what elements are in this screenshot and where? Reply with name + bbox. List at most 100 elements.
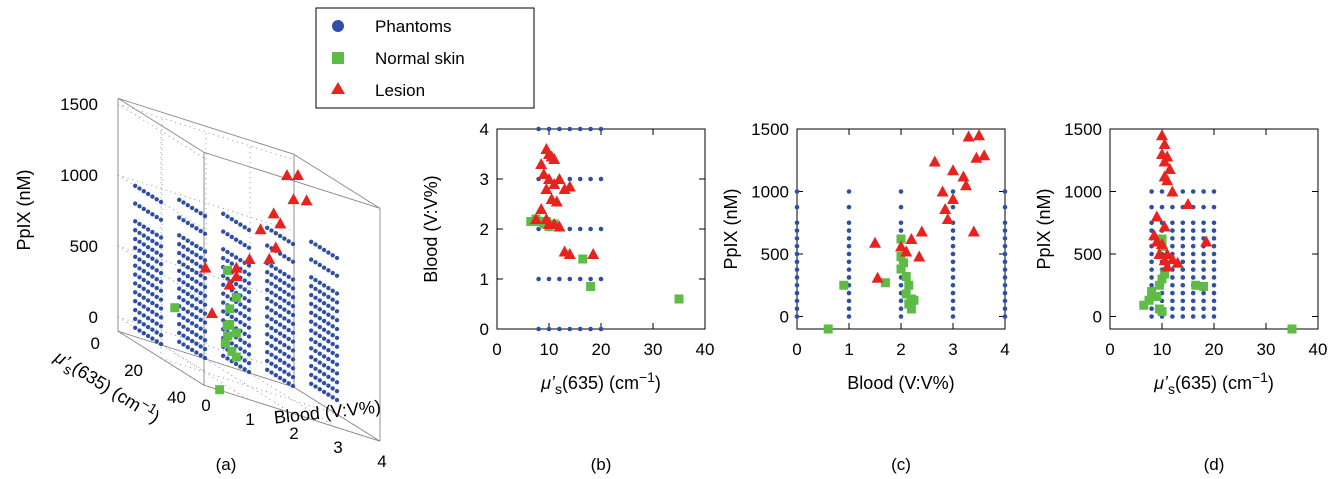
data-point-phantom	[1002, 282, 1008, 288]
data-point-phantom	[194, 332, 199, 338]
data-point-phantom	[950, 306, 956, 311]
data-point-phantom	[225, 214, 230, 219]
data-point-lesion	[1156, 129, 1168, 141]
data-point-phantom	[321, 247, 327, 253]
data-point-phantom	[158, 288, 164, 293]
data-point-phantom	[246, 307, 252, 313]
data-point-phantom	[286, 292, 291, 297]
data-point-phantom	[950, 275, 956, 280]
data-point-phantom	[277, 269, 283, 274]
data-point-phantom	[950, 251, 956, 257]
data-point-phantom	[277, 349, 283, 354]
data-point-normal-skin	[1147, 287, 1157, 296]
data-point-phantom	[202, 329, 208, 334]
data-point-phantom	[1149, 267, 1154, 272]
data-point-phantom	[1180, 306, 1186, 311]
data-point-phantom	[794, 251, 800, 257]
data-point-phantom	[233, 361, 239, 367]
data-point-phantom	[145, 307, 151, 312]
data-point-phantom	[898, 298, 904, 304]
data-point-phantom	[1201, 290, 1206, 296]
x-tick-label: 1	[844, 340, 853, 359]
data-point-lesion	[1163, 163, 1176, 174]
data-point-phantom	[286, 301, 291, 306]
data-point-phantom	[317, 369, 322, 374]
data-point-phantom	[290, 286, 296, 291]
data-point-phantom	[221, 247, 226, 252]
data-point-phantom	[330, 368, 335, 373]
data-point-lesion	[263, 252, 276, 264]
data-point-phantom	[273, 275, 278, 280]
data-point-phantom	[321, 292, 327, 297]
data-point-phantom	[246, 245, 252, 250]
box-edge	[117, 330, 205, 386]
data-point-phantom	[1149, 275, 1154, 280]
x-tick-label: 0	[492, 340, 501, 359]
data-point-phantom	[238, 222, 243, 227]
data-point-phantom	[189, 205, 195, 211]
data-point-phantom	[185, 309, 190, 314]
data-point-phantom	[137, 328, 142, 333]
data-point-phantom	[154, 303, 159, 308]
data-point-phantom	[313, 322, 318, 327]
data-point-lesion	[941, 213, 954, 224]
data-point-phantom	[1002, 243, 1008, 249]
data-point-phantom	[273, 337, 278, 342]
data-point-phantom	[286, 372, 291, 377]
data-point-phantom	[189, 294, 195, 299]
panel-c-scatter: 0 1 2 3 4 0 500 1000 1500 Blood (V:V%) PpIX (nM) (c…	[721, 120, 1010, 474]
data-point-phantom	[145, 209, 151, 214]
data-point-lesion	[291, 169, 304, 180]
data-point-lesion	[543, 173, 555, 184]
data-point-phantom	[233, 219, 239, 225]
data-point-phantom	[846, 251, 852, 257]
data-point-lesion	[967, 225, 980, 237]
data-point-phantom	[309, 292, 314, 298]
data-point-phantom	[158, 253, 164, 258]
data-point-normal-skin	[904, 299, 914, 309]
data-point-phantom	[150, 229, 155, 235]
data-point-phantom	[1201, 204, 1206, 210]
data-point-normal-skin	[1157, 274, 1167, 284]
data-point-phantom	[265, 225, 270, 230]
panel-label: (c)	[891, 455, 911, 474]
data-point-phantom	[950, 189, 956, 194]
data-point-phantom	[269, 272, 274, 278]
data-point-phantom	[265, 296, 270, 301]
data-point-phantom	[277, 375, 283, 381]
data-point-phantom	[141, 331, 146, 336]
data-point-phantom	[1211, 306, 1217, 311]
data-point-phantom	[194, 314, 199, 320]
data-point-phantom	[133, 325, 138, 330]
data-point-phantom	[233, 308, 239, 313]
data-point-normal-skin	[526, 217, 536, 226]
data-point-phantom	[265, 323, 270, 328]
data-point-phantom	[1180, 282, 1186, 288]
data-point-phantom	[286, 239, 291, 244]
data-point-phantom	[326, 268, 331, 273]
data-point-phantom	[141, 295, 146, 300]
data-point-normal-skin	[1191, 280, 1201, 290]
data-point-phantom	[265, 278, 270, 284]
data-point-phantom	[133, 201, 138, 206]
data-point-phantom	[133, 298, 138, 304]
data-point-phantom	[286, 354, 291, 359]
data-point-phantom	[194, 252, 199, 258]
data-point-phantom	[137, 301, 142, 307]
data-point-phantom	[273, 231, 278, 236]
data-point-phantom	[269, 299, 274, 304]
data-point-phantom	[246, 343, 252, 348]
data-point-phantom	[177, 312, 182, 318]
data-point-phantom	[145, 315, 151, 321]
data-point-phantom	[137, 221, 142, 227]
grid-line	[117, 103, 295, 161]
data-point-phantom	[158, 341, 164, 347]
data-point-phantom	[150, 300, 155, 306]
data-point-phantom	[269, 352, 274, 357]
data-point-phantom	[326, 365, 331, 371]
data-point-phantom	[277, 331, 283, 336]
data-point-phantom	[145, 244, 151, 250]
data-point-phantom	[277, 340, 283, 345]
data-point-phantom	[265, 287, 270, 293]
data-point-phantom	[273, 310, 278, 316]
